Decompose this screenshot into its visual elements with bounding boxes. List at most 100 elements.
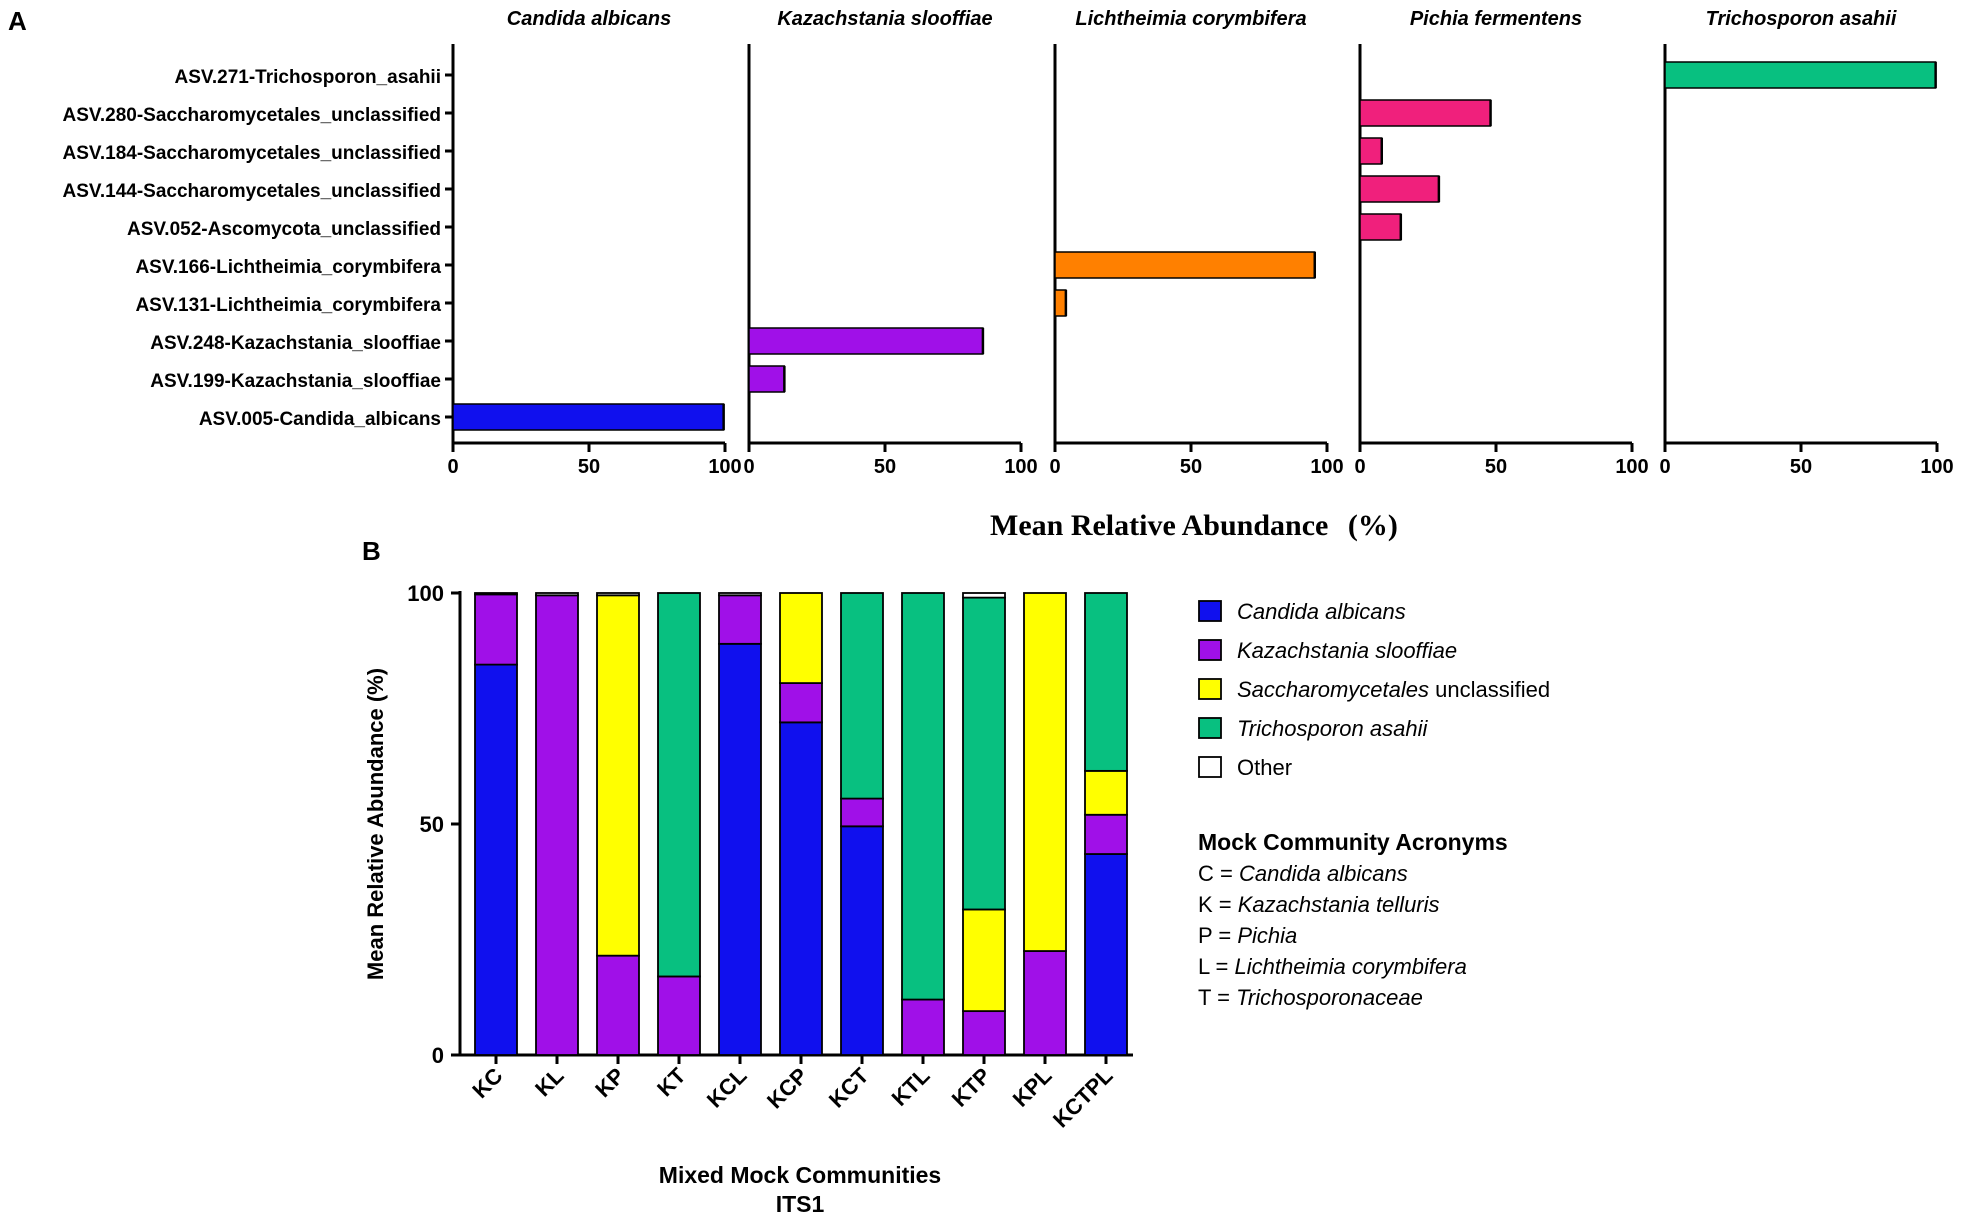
segment-candida-albicans <box>474 663 518 1056</box>
x-tick-label: 100 <box>708 456 741 478</box>
category-label-asv-248-kazachstania-slooffiae: ASV.248-Kazachstania_slooffiae <box>150 333 441 354</box>
x-tick-label: 100 <box>1310 456 1343 478</box>
x-tick-label-kctpl: KCTPL <box>1048 1063 1118 1133</box>
x-tick-label-kct: KCT <box>824 1062 874 1112</box>
facet-title: Kazachstania slooffiae <box>777 8 992 30</box>
segment-candida-albicans <box>1084 853 1128 1056</box>
x-tick-label: 0 <box>447 456 458 478</box>
bar-asv-131-lichtheimia-corymbifera <box>1054 289 1067 317</box>
segment-kazachstania-slooffiae <box>901 998 945 1056</box>
x-tick-label: 50 <box>578 456 600 478</box>
segment-candida-albicans <box>718 642 762 1056</box>
legend-swatch <box>1198 678 1222 700</box>
panel-b-ylabel: Mean Relative Abundance (%) <box>363 668 388 980</box>
legend-label: Kazachstania slooffiae <box>1237 638 1457 663</box>
category-label-asv-199-kazachstania-slooffiae: ASV.199-Kazachstania_slooffiae <box>150 371 441 392</box>
bar-asv-280-saccharomycetales-unclassified <box>1359 99 1492 127</box>
stack-ktp <box>962 592 1006 1056</box>
segment-saccharomycetales <box>779 592 823 684</box>
category-label-asv-052-ascomycota-unclassified: ASV.052-Ascomycota_unclassified <box>127 219 441 240</box>
x-tick-label: 0 <box>743 456 754 478</box>
segment-kazachstania-slooffiae <box>474 593 518 666</box>
legend-label: Saccharomycetales unclassified <box>1237 677 1550 702</box>
legend-swatch <box>1198 639 1222 661</box>
x-tick-label-kt: KT <box>652 1062 691 1101</box>
acronym-p: P = Pichia <box>1198 923 1297 948</box>
bar-asv-199-kazachstania-slooffiae <box>748 365 786 393</box>
bar-asv-248-kazachstania-slooffiae <box>748 327 984 355</box>
y-tick-label: 50 <box>420 812 444 837</box>
category-label-asv-005-candida-albicans: ASV.005-Candida_albicans <box>199 409 441 430</box>
x-tick-label-ktp: KTP <box>947 1063 996 1112</box>
y-tick-label: 100 <box>407 581 444 606</box>
x-tick-label-kpl: KPL <box>1008 1063 1057 1112</box>
x-tick-label: 100 <box>1615 456 1648 478</box>
segment-saccharomycetales <box>596 594 640 957</box>
legend-swatch <box>1198 756 1222 778</box>
legend-item-kazachstania-slooffiae: Kazachstania slooffiae <box>1198 638 1457 663</box>
segment-other <box>718 592 762 597</box>
acronym-t: T = Trichosporonaceae <box>1198 985 1423 1010</box>
panel-b-label: B <box>362 536 381 566</box>
facet-title: Candida albicans <box>507 8 672 30</box>
bar-asv-144-saccharomycetales-unclassified <box>1359 175 1440 203</box>
category-label-asv-280-saccharomycetales-unclassified: ASV.280-Saccharomycetales_unclassified <box>63 105 441 126</box>
x-tick-label-kl: KL <box>530 1063 568 1101</box>
category-label-asv-184-saccharomycetales-unclassified: ASV.184-Saccharomycetales_unclassified <box>63 143 441 164</box>
segment-other <box>535 592 579 597</box>
segment-saccharomycetales <box>1023 592 1067 952</box>
y-tick-label: 0 <box>432 1043 444 1068</box>
segment-candida-albicans <box>779 721 823 1056</box>
segment-trichosporon-asahii <box>962 596 1006 911</box>
legend-item-saccharomycetales: Saccharomycetales unclassified <box>1198 677 1550 702</box>
segment-other <box>474 592 518 596</box>
panel-b: 0 50 100 Mean Relative Abundance (%) KC KL KP K… <box>363 581 1133 1132</box>
facet-title: Trichosporon asahii <box>1706 8 1897 30</box>
bar-asv-052-ascomycota-unclassified <box>1359 213 1402 241</box>
acronym-list: C = Candida albicans K = Kazachstania tel… <box>1198 861 1467 1010</box>
panel-a-label: A <box>8 6 27 36</box>
facet-title: Pichia fermentens <box>1410 8 1582 30</box>
x-tick-label: 0 <box>1659 456 1670 478</box>
legend-label: Candida albicans <box>1237 599 1406 624</box>
legend-item-trichosporon-asahii: Trichosporon asahii <box>1198 716 1428 741</box>
x-tick-label: 50 <box>1485 456 1507 478</box>
stack-kl <box>535 592 579 1056</box>
stack-kt <box>657 592 701 1056</box>
x-tick-label: 100 <box>1004 456 1037 478</box>
facet-trichosporon-asahii: Trichosporon asahii 0 50 100 <box>1659 8 1953 478</box>
acronym-c: C = Candida albicans <box>1198 861 1408 886</box>
x-tick-label: 0 <box>1049 456 1060 478</box>
panel-a: ASV.271-Trichosporon_asahii ASV.280-Sacch… <box>63 8 1954 478</box>
legend-swatch <box>1198 600 1222 622</box>
segment-trichosporon-asahii <box>657 592 701 978</box>
segment-kazachstania-slooffiae <box>962 1010 1006 1056</box>
x-tick-label-kcl: KCL <box>702 1063 752 1113</box>
segment-kazachstania-slooffiae <box>840 797 884 828</box>
segment-kazachstania-slooffiae <box>596 954 640 1056</box>
x-tick-label: 50 <box>1790 456 1812 478</box>
segment-trichosporon-asahii <box>901 592 945 1001</box>
x-tick-label: 0 <box>1354 456 1365 478</box>
segment-candida-albicans <box>840 825 884 1056</box>
facet-lichtheimia-corymbifera: Lichtheimia corymbifera 0 50 100 <box>1049 8 1343 478</box>
bar-asv-271-trichosporon-asahii <box>1664 61 1937 89</box>
segment-kazachstania-slooffiae <box>1023 950 1067 1056</box>
stack-kctpl <box>1084 592 1128 1056</box>
panel-a-xlabel: Mean Relative Abundance (%) <box>990 509 1398 542</box>
segment-trichosporon-asahii <box>1084 592 1128 772</box>
x-tick-label-kc: KC <box>467 1063 507 1103</box>
category-label-asv-166-lichtheimia-corymbifera: ASV.166-Lichtheimia_corymbifera <box>135 257 441 278</box>
x-tick-label-kcp: KCP <box>762 1063 813 1114</box>
category-label-asv-144-saccharomycetales-unclassified: ASV.144-Saccharomycetales_unclassified <box>63 181 441 202</box>
facet-candida-albicans: Candida albicans 0 50 100 <box>447 8 741 478</box>
segment-kazachstania-slooffiae <box>779 682 823 724</box>
x-tick-label-kp: KP <box>590 1063 629 1102</box>
panel-a-xlabel-unit: (%) <box>1348 509 1398 542</box>
stack-ktl <box>901 592 945 1056</box>
segment-kazachstania-slooffiae <box>535 594 579 1056</box>
panel-b-xlabel-sub: ITS1 <box>776 1191 825 1217</box>
panel-b-xlabel: Mixed Mock Communities <box>659 1162 941 1188</box>
segment-saccharomycetales <box>1084 769 1128 816</box>
panel-a-xlabel-main: Mean Relative Abundance <box>990 509 1328 542</box>
